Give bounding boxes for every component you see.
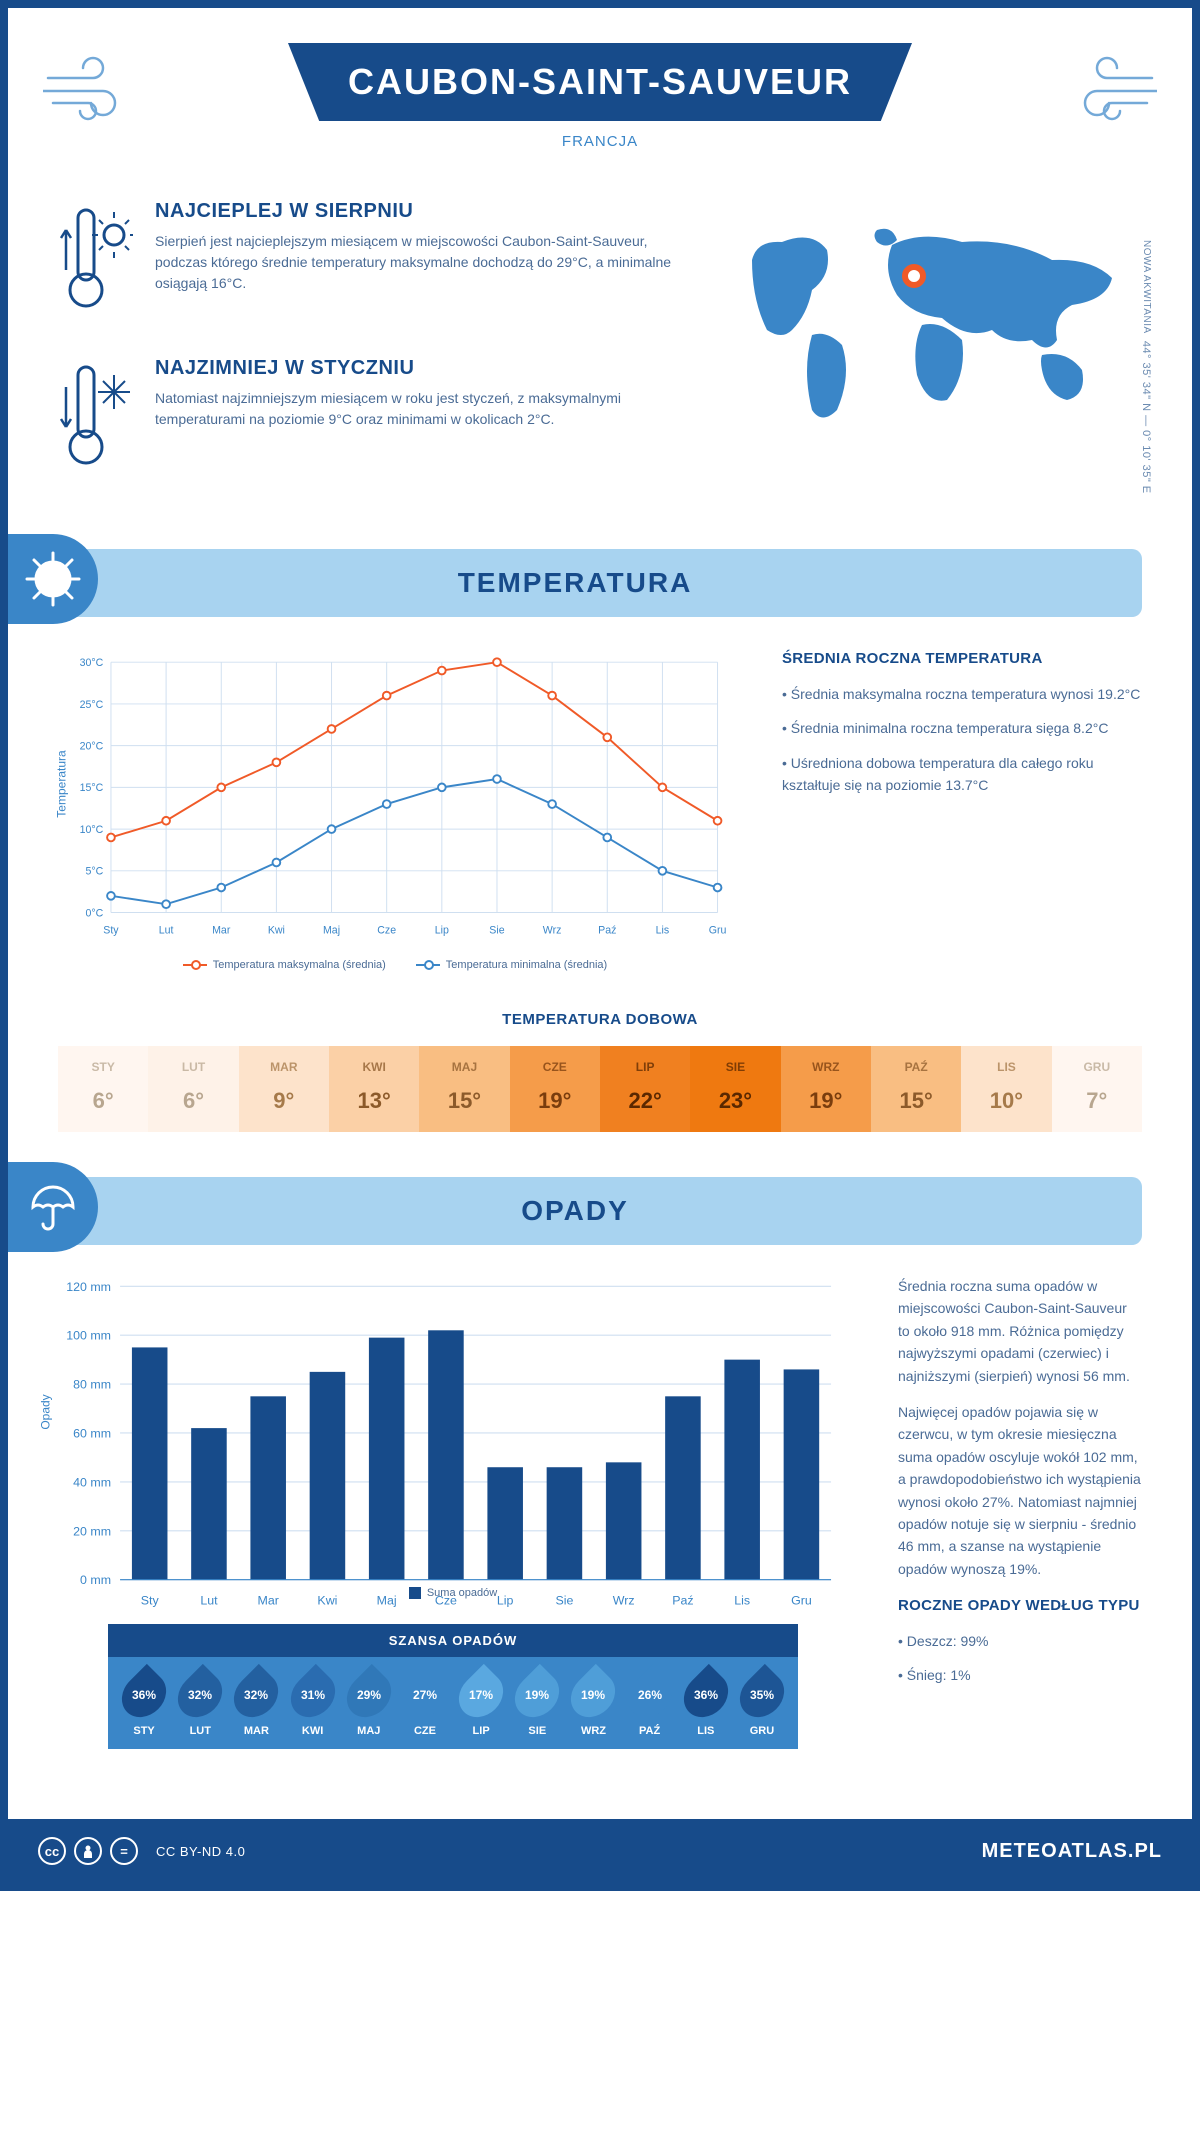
svg-text:5°C: 5°C xyxy=(85,866,103,878)
license-text: CC BY-ND 4.0 xyxy=(156,1844,245,1859)
svg-text:Lut: Lut xyxy=(200,1594,218,1608)
svg-text:Lip: Lip xyxy=(435,925,449,937)
svg-text:Paź: Paź xyxy=(598,925,616,937)
svg-text:100 mm: 100 mm xyxy=(66,1329,111,1343)
thermometer-sun-icon xyxy=(58,200,133,325)
svg-text:Maj: Maj xyxy=(377,1594,397,1608)
svg-text:Sie: Sie xyxy=(555,1594,573,1608)
rain-para-2: Najwięcej opadów pojawia się w czerwcu, … xyxy=(898,1401,1142,1580)
daily-temp-title: TEMPERATURA DOBOWA xyxy=(8,1011,1192,1028)
svg-text:Lip: Lip xyxy=(497,1594,514,1608)
svg-text:10°C: 10°C xyxy=(80,824,104,836)
svg-text:Cze: Cze xyxy=(435,1594,457,1608)
by-icon xyxy=(74,1837,102,1865)
footer: cc = CC BY-ND 4.0 METEOATLAS.PL xyxy=(8,1819,1192,1883)
svg-text:20 mm: 20 mm xyxy=(73,1524,111,1538)
rain-para-1: Średnia roczna suma opadów w miejscowośc… xyxy=(898,1275,1142,1387)
section-header-rain: OPADY xyxy=(8,1177,1142,1245)
daily-temp-strip: STY6°LUT6°MAR9°KWI13°MAJ15°CZE19°LIP22°S… xyxy=(58,1046,1142,1132)
rain-type-title: ROCZNE OPADY WEDŁUG TYPU xyxy=(898,1594,1142,1618)
svg-text:20°C: 20°C xyxy=(80,740,104,752)
svg-text:Mar: Mar xyxy=(212,925,231,937)
svg-text:60 mm: 60 mm xyxy=(73,1427,111,1441)
warmest-text: Sierpień jest najcieplejszym miesiącem w… xyxy=(155,231,672,294)
page-subtitle: FRANCJA xyxy=(8,133,1192,150)
world-map: NOWA AKWITANIA 44° 35' 34" N — 0° 10' 35… xyxy=(712,200,1142,514)
svg-text:Kwi: Kwi xyxy=(268,925,285,937)
svg-text:80 mm: 80 mm xyxy=(73,1378,111,1392)
svg-text:Sty: Sty xyxy=(141,1594,160,1608)
sun-icon xyxy=(8,534,98,624)
svg-text:Cze: Cze xyxy=(377,925,396,937)
coldest-block: NAJZIMNIEJ W STYCZNIU Natomiast najzimni… xyxy=(58,357,672,482)
coordinates: NOWA AKWITANIA 44° 35' 34" N — 0° 10' 35… xyxy=(1140,240,1152,494)
avg-temp-title: ŚREDNIA ROCZNA TEMPERATURA xyxy=(782,647,1142,671)
svg-text:Paź: Paź xyxy=(672,1594,693,1608)
svg-text:0°C: 0°C xyxy=(85,907,103,919)
rain-chance-panel: SZANSA OPADÓW 36%STY32%LUT32%MAR31%KWI29… xyxy=(108,1624,798,1749)
svg-text:Wrz: Wrz xyxy=(543,925,562,937)
umbrella-icon xyxy=(8,1162,98,1252)
warmest-title: NAJCIEPLEJ W SIERPNIU xyxy=(155,200,672,223)
warmest-block: NAJCIEPLEJ W SIERPNIU Sierpień jest najc… xyxy=(58,200,672,325)
svg-text:Lis: Lis xyxy=(656,925,670,937)
coldest-text: Natomiast najzimniejszym miesiącem w rok… xyxy=(155,388,672,430)
thermometer-snow-icon xyxy=(58,357,133,482)
svg-text:Lis: Lis xyxy=(734,1594,750,1608)
svg-text:Sty: Sty xyxy=(103,925,119,937)
rain-type-list: • Deszcz: 99%• Śnieg: 1% xyxy=(898,1630,1142,1687)
svg-text:Wrz: Wrz xyxy=(613,1594,635,1608)
rain-bar-chart: Opady 0 mm20 mm40 mm60 mm80 mm100 mm120 … xyxy=(58,1275,848,1575)
svg-text:120 mm: 120 mm xyxy=(66,1280,111,1294)
nd-icon: = xyxy=(110,1837,138,1865)
temperature-line-chart: Temperatura 0°C5°C10°C15°C20°C25°C30°CSt… xyxy=(58,647,732,947)
svg-text:Gru: Gru xyxy=(709,925,727,937)
section-header-temperature: TEMPERATURA xyxy=(8,549,1142,617)
svg-text:Kwi: Kwi xyxy=(317,1594,337,1608)
svg-text:0 mm: 0 mm xyxy=(80,1573,111,1587)
svg-text:Gru: Gru xyxy=(791,1594,812,1608)
svg-text:30°C: 30°C xyxy=(80,657,104,669)
avg-temp-list: • Średnia maksymalna roczna temperatura … xyxy=(782,683,1142,797)
svg-text:Lut: Lut xyxy=(159,925,174,937)
svg-text:Mar: Mar xyxy=(258,1594,279,1608)
wind-deco-icon xyxy=(43,53,133,128)
cc-icon: cc xyxy=(38,1837,66,1865)
wind-deco-icon xyxy=(1067,53,1157,128)
site-name: METEOATLAS.PL xyxy=(982,1840,1162,1863)
coldest-title: NAJZIMNIEJ W STYCZNIU xyxy=(155,357,672,380)
page-title: CAUBON-SAINT-SAUVEUR xyxy=(288,43,912,121)
svg-text:Sie: Sie xyxy=(489,925,504,937)
svg-text:Maj: Maj xyxy=(323,925,340,937)
svg-text:25°C: 25°C xyxy=(80,699,104,711)
header: CAUBON-SAINT-SAUVEUR FRANCJA xyxy=(8,8,1192,170)
svg-text:40 mm: 40 mm xyxy=(73,1475,111,1489)
svg-text:15°C: 15°C xyxy=(80,782,104,794)
